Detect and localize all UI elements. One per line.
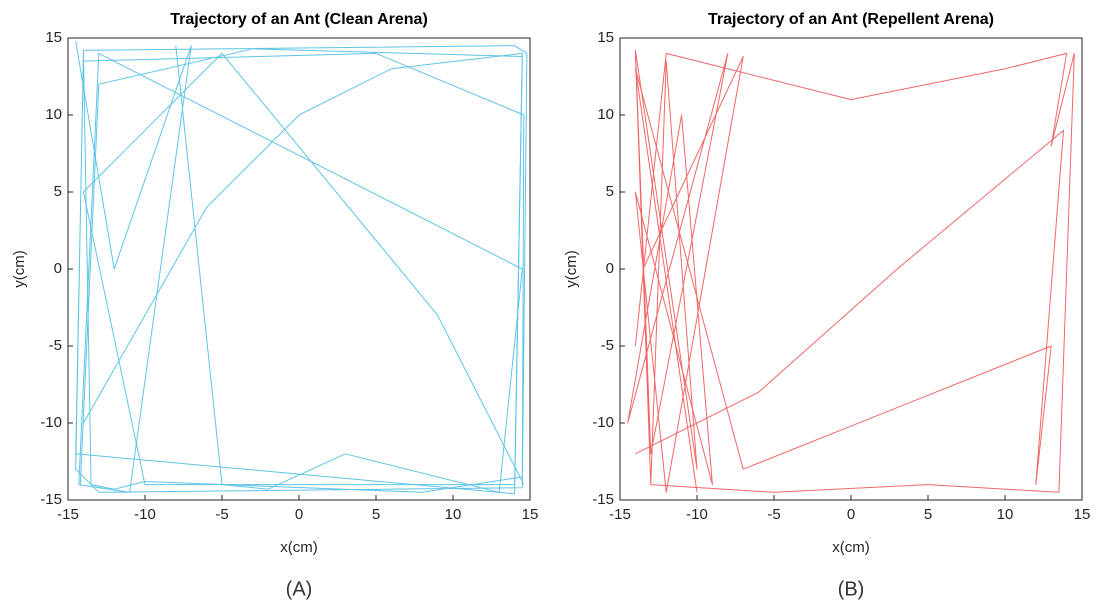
x-tick-label: 0 [847,506,855,523]
x-tick-label: 10 [445,506,462,523]
y-tick-label: 0 [54,260,62,277]
x-tick-label: -10 [134,506,156,523]
y-tick-label: -15 [592,491,614,508]
trajectory [627,49,744,493]
trajectory [75,41,523,493]
chart-title: Trajectory of an Ant (Clean Arena) [170,11,428,28]
chart-title: Trajectory of an Ant (Repellent Arena) [708,11,994,28]
x-tick-label: 5 [924,506,932,523]
x-tick-label: 15 [1074,506,1091,523]
y-tick-label: 5 [606,183,614,200]
x-tick-label: -5 [215,506,228,523]
y-tick-label: -10 [592,414,614,431]
trajectory [634,52,1075,493]
x-tick-label: -10 [686,506,708,523]
x-axis-label: x(cm) [280,539,318,556]
y-axis-label: y(cm) [11,250,28,288]
y-tick-label: -10 [40,414,62,431]
y-tick-label: 15 [597,29,614,46]
y-tick-label: 5 [54,183,62,200]
y-tick-label: -15 [40,491,62,508]
x-tick-label: 0 [295,506,303,523]
panel-caption: (A) [286,578,313,600]
x-tick-label: -15 [609,506,631,523]
y-tick-label: 15 [45,29,62,46]
plot-area [67,37,531,501]
x-axis-label: x(cm) [832,539,870,556]
trajectory [634,68,1064,493]
x-tick-label: 10 [997,506,1014,523]
x-tick-label: 15 [522,506,539,523]
y-tick-label: -5 [49,337,62,354]
y-tick-label: -5 [601,337,614,354]
y-tick-label: 10 [597,106,614,123]
x-tick-label: -5 [767,506,780,523]
panel-caption: (B) [838,578,865,600]
y-tick-label: 0 [606,260,614,277]
y-axis-label: y(cm) [563,250,580,288]
y-tick-label: 10 [45,106,62,123]
trajectory [82,52,525,486]
x-tick-label: -15 [57,506,79,523]
x-tick-label: 5 [372,506,380,523]
